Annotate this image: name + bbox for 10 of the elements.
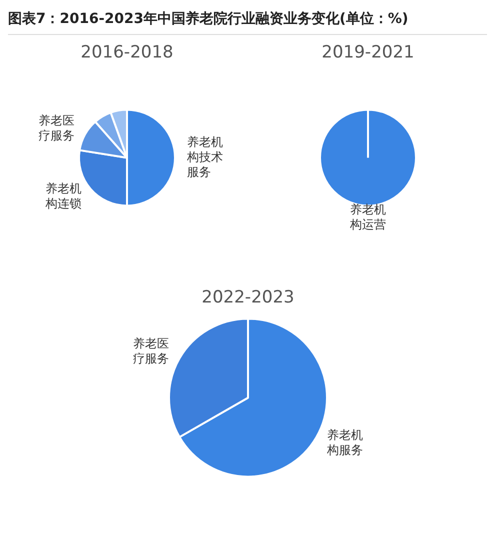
slice-label: 养老机构连锁 bbox=[44, 181, 82, 210]
chart-subtitle: 2019-2021 bbox=[322, 42, 414, 63]
slice-label: 养老医疗服务 bbox=[38, 113, 74, 142]
chart-subtitle: 2022-2023 bbox=[201, 288, 294, 308]
slice-label: 养老机构服务 bbox=[325, 428, 362, 457]
chart-title: 图表7：2016-2023年中国养老院行业融资业务变化(单位：%) bbox=[8, 8, 487, 35]
chart-subtitle: 2016-2018 bbox=[80, 42, 174, 63]
slice-label: 养老医疗服务 bbox=[132, 336, 169, 366]
slice-label: 养老机构运营 bbox=[349, 202, 386, 232]
slice-label: 养老机构技术服务 bbox=[186, 134, 223, 179]
